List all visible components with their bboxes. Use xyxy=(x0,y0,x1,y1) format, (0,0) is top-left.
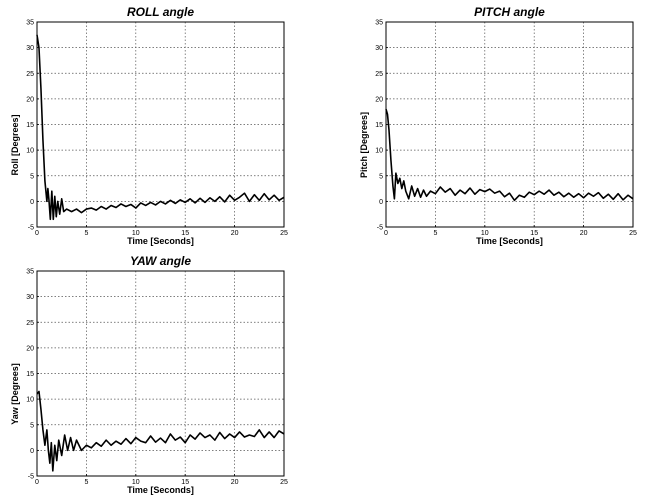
pitch-x-axis-label: Time [Seconds] xyxy=(476,236,543,246)
roll-x-tick-label: 5 xyxy=(84,230,88,237)
roll-y-axis-label: Roll [Degrees] xyxy=(10,114,20,175)
yaw-y-tick-label: 15 xyxy=(26,371,34,378)
roll-y-tick-label: 30 xyxy=(26,45,34,52)
pitch-y-tick-label: -5 xyxy=(377,225,383,232)
pitch-x-tick-label: 15 xyxy=(530,230,538,237)
pitch-y-tick-label: 5 xyxy=(379,173,383,180)
pitch-y-axis-label: Pitch [Degrees] xyxy=(359,112,369,178)
yaw-y-tick-label: 0 xyxy=(30,448,34,455)
roll-plot-frame xyxy=(36,21,285,228)
roll-x-axis-label: Time [Seconds] xyxy=(127,236,194,246)
pitch-chart-title: PITCH angle xyxy=(474,5,545,19)
yaw-series-line xyxy=(36,390,285,472)
roll-y-tick-label: 5 xyxy=(30,173,34,180)
yaw-y-tick-label: 25 xyxy=(26,320,34,327)
yaw-plot-frame xyxy=(36,270,285,477)
roll-y-tick-label: 20 xyxy=(26,96,34,103)
yaw-x-tick-label: 15 xyxy=(181,479,189,486)
yaw-y-tick-label: -5 xyxy=(28,474,34,481)
yaw-y-tick-label: 20 xyxy=(26,345,34,352)
pitch-y-tick-label: 30 xyxy=(375,45,383,52)
pitch-x-tick-label: 10 xyxy=(481,230,489,237)
pitch-x-tick-label: 25 xyxy=(629,230,637,237)
yaw-y-tick-label: 10 xyxy=(26,397,34,404)
pitch-y-tick-label: 20 xyxy=(375,96,383,103)
pitch-x-tick-label: 0 xyxy=(384,230,388,237)
yaw-x-tick-label: 5 xyxy=(84,479,88,486)
yaw-x-axis-label: Time [Seconds] xyxy=(127,485,194,495)
pitch-series-line xyxy=(385,108,634,202)
pitch-x-tick-label: 5 xyxy=(433,230,437,237)
yaw-y-tick-label: 35 xyxy=(26,269,34,276)
yaw-x-tick-label: 20 xyxy=(231,479,239,486)
roll-y-tick-label: -5 xyxy=(28,225,34,232)
pitch-x-tick-label: 20 xyxy=(580,230,588,237)
roll-x-tick-label: 0 xyxy=(35,230,39,237)
yaw-y-tick-label: 5 xyxy=(30,422,34,429)
roll-x-tick-label: 10 xyxy=(132,230,140,237)
pitch-y-tick-label: 25 xyxy=(375,71,383,78)
roll-series-line xyxy=(36,34,285,221)
roll-y-tick-label: 35 xyxy=(26,20,34,27)
yaw-x-tick-label: 10 xyxy=(132,479,140,486)
pitch-y-tick-label: 0 xyxy=(379,199,383,206)
roll-y-tick-label: 10 xyxy=(26,148,34,155)
yaw-y-axis-label: Yaw [Degrees] xyxy=(10,363,20,425)
pitch-plot-frame xyxy=(385,21,634,228)
roll-x-tick-label: 20 xyxy=(231,230,239,237)
roll-y-tick-label: 0 xyxy=(30,199,34,206)
yaw-x-tick-label: 0 xyxy=(35,479,39,486)
roll-y-tick-label: 25 xyxy=(26,71,34,78)
pitch-y-tick-label: 35 xyxy=(375,20,383,27)
yaw-x-tick-label: 25 xyxy=(280,479,288,486)
pitch-y-tick-label: 15 xyxy=(375,122,383,129)
roll-y-tick-label: 15 xyxy=(26,122,34,129)
pitch-y-tick-label: 10 xyxy=(375,148,383,155)
yaw-y-tick-label: 30 xyxy=(26,294,34,301)
roll-x-tick-label: 15 xyxy=(181,230,189,237)
roll-chart-title: ROLL angle xyxy=(127,5,194,19)
yaw-chart-title: YAW angle xyxy=(130,254,191,268)
roll-x-tick-label: 25 xyxy=(280,230,288,237)
